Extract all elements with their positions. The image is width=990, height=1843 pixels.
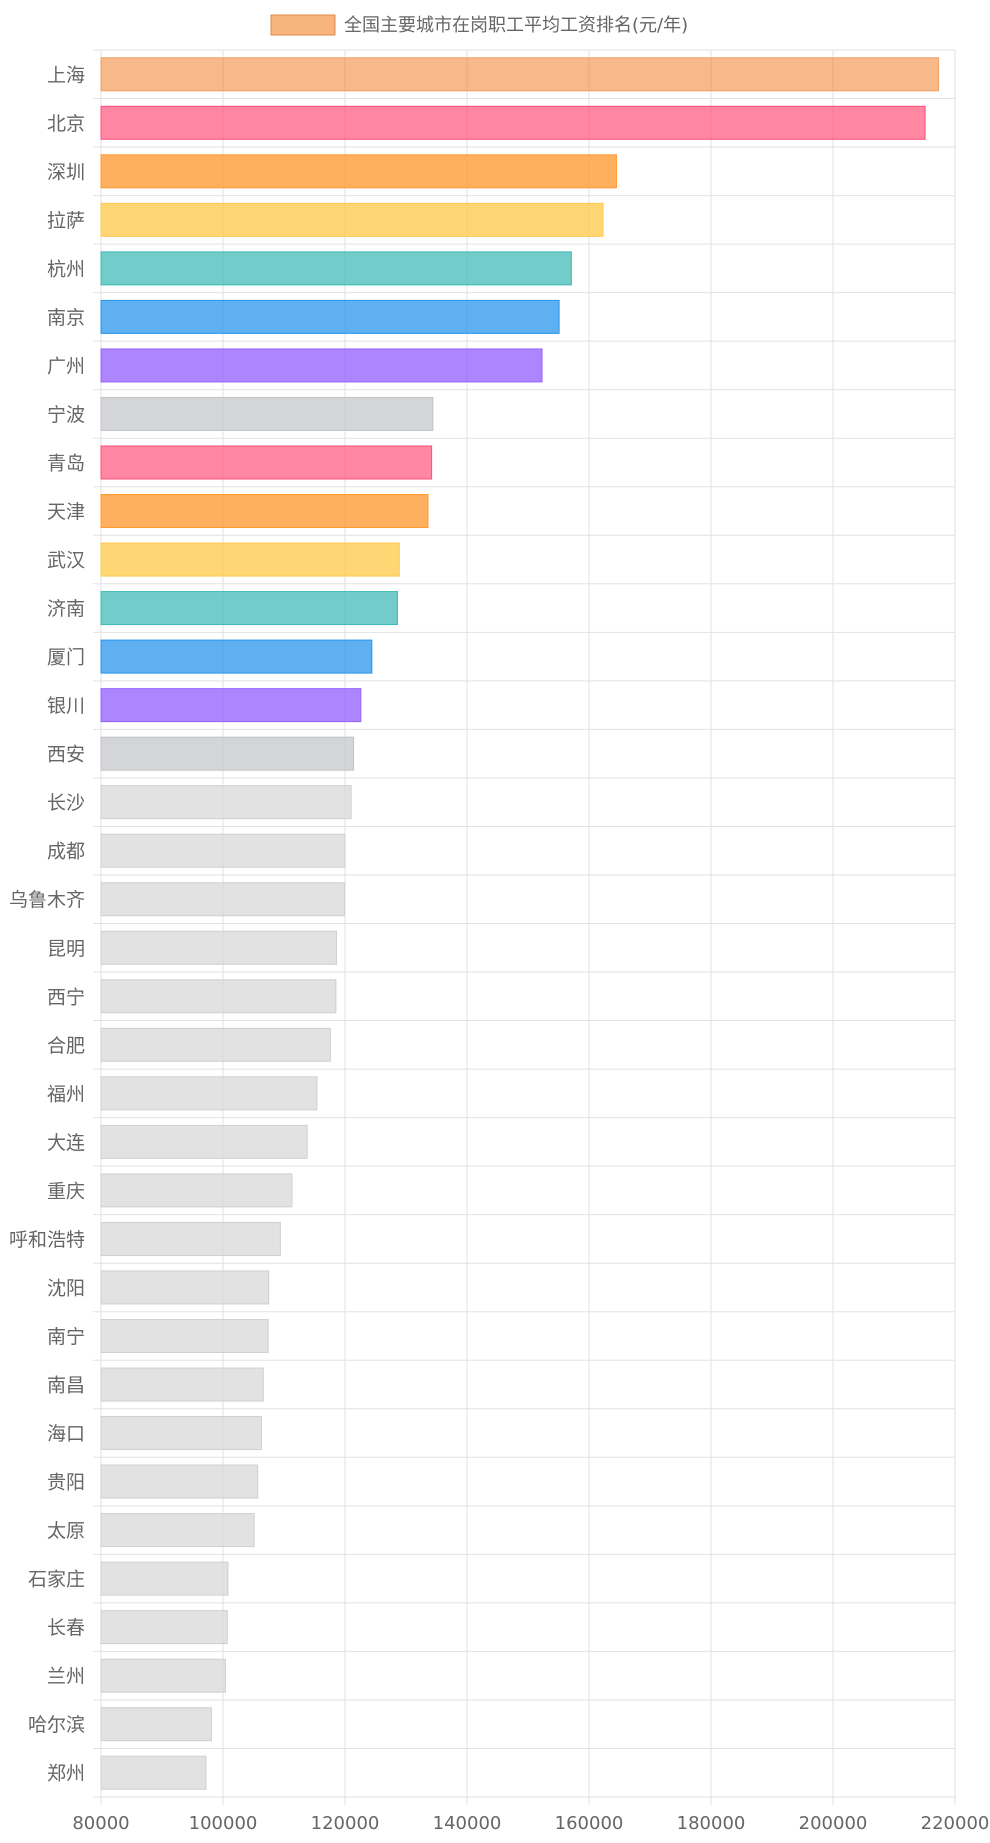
bar-33[interactable] [100, 1610, 228, 1645]
bar-20[interactable] [100, 979, 337, 1014]
y-tick-label: 合肥 [47, 1035, 85, 1057]
y-tick-label: 西宁 [47, 986, 85, 1008]
y-tick-label: 天津 [47, 501, 85, 523]
bar-12[interactable] [100, 591, 398, 626]
x-tick-label: 140000 [433, 1813, 502, 1834]
legend[interactable]: 全国主要城市在岗职工平均工资排名(元/年) [270, 14, 688, 36]
bar-16[interactable] [100, 785, 352, 820]
y-tick-label: 福州 [47, 1083, 85, 1105]
x-tick-label: 120000 [311, 1813, 380, 1834]
y-tick-label: 重庆 [47, 1180, 85, 1202]
bar-24[interactable] [100, 1173, 293, 1208]
bar-4[interactable] [100, 202, 604, 237]
y-tick-label: 北京 [47, 113, 85, 135]
y-tick-label: 南京 [47, 307, 85, 329]
y-tick-label: 济南 [47, 598, 85, 620]
bar-36[interactable] [100, 1755, 207, 1790]
x-axis-ticks: 80000 100000 120000 140000 160000 180000 20000… [72, 1813, 989, 1834]
y-tick-label: 海口 [47, 1423, 85, 1445]
bar-34[interactable] [100, 1658, 226, 1693]
y-tick-label: 呼和浩特 [9, 1229, 85, 1251]
y-tick-label: 上海 [47, 64, 85, 86]
x-tick-label: 100000 [189, 1813, 258, 1834]
bar-19[interactable] [100, 930, 337, 965]
bar-25[interactable] [100, 1221, 281, 1256]
legend-label[interactable]: 全国主要城市在岗职工平均工资排名(元/年) [344, 15, 688, 36]
y-tick-label: 大连 [47, 1132, 85, 1154]
y-tick-label: 成都 [47, 841, 85, 863]
bar-21[interactable] [100, 1027, 331, 1062]
grid-lines [93, 49, 956, 1805]
bar-17[interactable] [100, 833, 346, 868]
bar-29[interactable] [100, 1416, 262, 1451]
bar-31[interactable] [100, 1513, 255, 1548]
y-tick-label: 南昌 [47, 1375, 85, 1397]
bar-27[interactable] [100, 1318, 269, 1353]
y-tick-label: 南宁 [47, 1326, 85, 1348]
y-tick-label: 太原 [47, 1520, 85, 1542]
bar-13[interactable] [100, 639, 373, 674]
bar-5[interactable] [100, 251, 572, 286]
y-tick-label: 乌鲁木齐 [9, 889, 85, 911]
y-tick-label: 兰州 [47, 1666, 85, 1688]
bar-10[interactable] [100, 494, 429, 529]
y-tick-label: 拉萨 [47, 210, 85, 232]
bar-18[interactable] [100, 882, 345, 917]
x-tick-label: 200000 [799, 1813, 868, 1834]
y-tick-label: 沈阳 [47, 1277, 85, 1299]
bar-23[interactable] [100, 1124, 308, 1159]
bar-30[interactable] [100, 1464, 259, 1499]
y-tick-label: 杭州 [47, 258, 85, 280]
x-tick-label: 180000 [677, 1813, 746, 1834]
y-tick-label: 青岛 [47, 452, 85, 474]
y-tick-label: 厦门 [47, 647, 85, 669]
bar-26[interactable] [100, 1270, 270, 1305]
x-tick-label: 220000 [921, 1813, 990, 1834]
bars [100, 57, 940, 1790]
y-tick-label: 贵阳 [47, 1472, 85, 1494]
y-tick-label: 昆明 [47, 938, 85, 960]
bar-22[interactable] [100, 1076, 318, 1111]
x-tick-label: 80000 [72, 1813, 129, 1834]
bar-35[interactable] [100, 1707, 212, 1742]
y-tick-label: 深圳 [47, 161, 85, 183]
bar-15[interactable] [100, 736, 355, 771]
y-tick-label: 银川 [47, 695, 85, 717]
y-tick-label: 哈尔滨 [28, 1714, 85, 1736]
bar-32[interactable] [100, 1561, 229, 1596]
x-tick-label: 160000 [555, 1813, 624, 1834]
bar-28[interactable] [100, 1367, 264, 1402]
bar-6[interactable] [100, 299, 560, 334]
bar-9[interactable] [100, 445, 433, 480]
y-tick-label: 武汉 [47, 550, 85, 572]
y-axis-labels: 上海北京深圳拉萨杭州南京广州宁波青岛天津武汉济南厦门银川西安长沙成都乌鲁木齐昆明… [9, 64, 85, 1784]
y-tick-label: 西安 [47, 744, 85, 766]
y-tick-label: 郑州 [47, 1763, 85, 1785]
bar-2[interactable] [100, 105, 926, 140]
bar-1[interactable] [100, 57, 940, 92]
y-tick-label: 石家庄 [28, 1569, 85, 1591]
y-tick-label: 长春 [47, 1617, 85, 1639]
bar-14[interactable] [100, 688, 362, 723]
bar-3[interactable] [100, 154, 617, 189]
bar-7[interactable] [100, 348, 543, 383]
y-tick-label: 广州 [47, 355, 85, 377]
bar-11[interactable] [100, 542, 400, 577]
legend-swatch[interactable] [270, 14, 336, 36]
y-tick-label: 宁波 [47, 404, 85, 426]
y-tick-label: 长沙 [47, 792, 85, 814]
bar-8[interactable] [100, 396, 434, 431]
